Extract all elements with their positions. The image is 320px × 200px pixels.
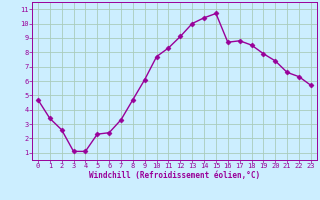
X-axis label: Windchill (Refroidissement éolien,°C): Windchill (Refroidissement éolien,°C) xyxy=(89,171,260,180)
